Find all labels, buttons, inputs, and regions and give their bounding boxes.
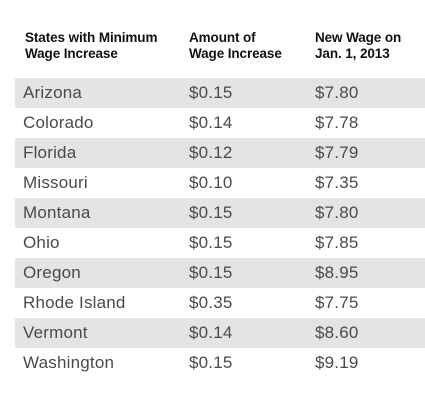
state-cell: Ohio xyxy=(23,233,60,252)
amount-cell: $0.14 xyxy=(189,323,233,342)
state-cell: Montana xyxy=(23,203,91,222)
header-wage-line2: Jan. 1, 2013 xyxy=(315,46,390,61)
table-row: Montana $0.15 $7.80 xyxy=(15,198,425,228)
amount-cell: $0.12 xyxy=(189,143,233,162)
amount-cell: $0.14 xyxy=(189,113,233,132)
table-row: Washington $0.15 $9.19 xyxy=(15,348,425,378)
wage-cell: $8.60 xyxy=(315,323,359,342)
minimum-wage-table: States with Minimum Wage Increase Amount… xyxy=(15,30,425,378)
state-cell: Florida xyxy=(23,143,77,162)
header-state: States with Minimum Wage Increase xyxy=(15,30,189,62)
amount-cell: $0.15 xyxy=(189,83,233,102)
header-wage: New Wage on Jan. 1, 2013 xyxy=(315,30,425,62)
wage-cell: $7.35 xyxy=(315,173,359,192)
state-cell: Washington xyxy=(23,353,115,372)
header-amount-line1: Amount of xyxy=(189,30,256,45)
wage-cell: $7.80 xyxy=(315,203,359,222)
header-state-line2: Wage Increase xyxy=(25,46,118,61)
table-row: Missouri $0.10 $7.35 xyxy=(15,168,425,198)
table-row: Rhode Island $0.35 $7.75 xyxy=(15,288,425,318)
header-state-line1: States with Minimum xyxy=(25,30,158,45)
state-cell: Colorado xyxy=(23,113,94,132)
amount-cell: $0.15 xyxy=(189,263,233,282)
wage-cell: $7.78 xyxy=(315,113,359,132)
amount-cell: $0.35 xyxy=(189,293,233,312)
table-row: Vermont $0.14 $8.60 xyxy=(15,318,425,348)
amount-cell: $0.15 xyxy=(189,353,233,372)
wage-cell: $8.95 xyxy=(315,263,359,282)
wage-cell: $7.80 xyxy=(315,83,359,102)
header-wage-line1: New Wage on xyxy=(315,30,402,45)
wage-cell: $7.75 xyxy=(315,293,359,312)
state-cell: Oregon xyxy=(23,263,81,282)
table-row: Ohio $0.15 $7.85 xyxy=(15,228,425,258)
table-row: Arizona $0.15 $7.80 xyxy=(15,78,425,108)
table-header: States with Minimum Wage Increase Amount… xyxy=(15,30,425,78)
table-row: Florida $0.12 $7.79 xyxy=(15,138,425,168)
amount-cell: $0.15 xyxy=(189,233,233,252)
wage-cell: $9.19 xyxy=(315,353,359,372)
state-cell: Missouri xyxy=(23,173,88,192)
state-cell: Rhode Island xyxy=(23,293,126,312)
wage-cell: $7.79 xyxy=(315,143,359,162)
state-cell: Arizona xyxy=(23,83,83,102)
table-row: Oregon $0.15 $8.95 xyxy=(15,258,425,288)
table-row: Colorado $0.14 $7.78 xyxy=(15,108,425,138)
header-amount: Amount of Wage Increase xyxy=(189,30,315,62)
state-cell: Vermont xyxy=(23,323,88,342)
header-amount-line2: Wage Increase xyxy=(189,46,282,61)
amount-cell: $0.10 xyxy=(189,173,233,192)
wage-cell: $7.85 xyxy=(315,233,359,252)
amount-cell: $0.15 xyxy=(189,203,233,222)
